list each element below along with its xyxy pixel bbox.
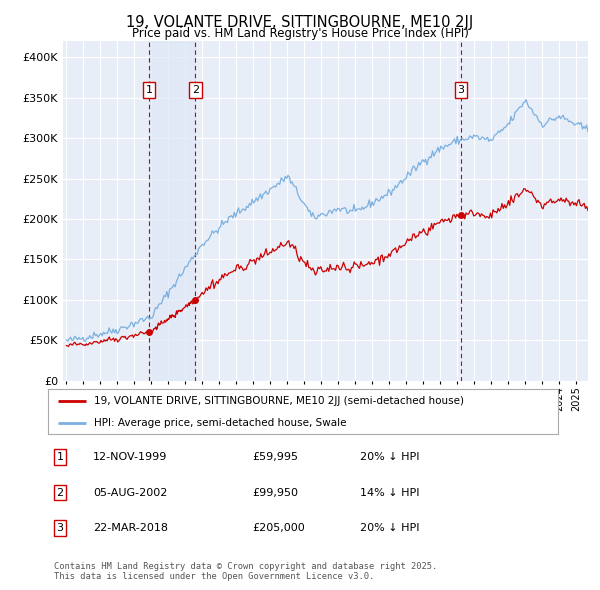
Text: 22-MAR-2018: 22-MAR-2018 bbox=[93, 523, 168, 533]
Text: £205,000: £205,000 bbox=[252, 523, 305, 533]
Text: 19, VOLANTE DRIVE, SITTINGBOURNE, ME10 2JJ: 19, VOLANTE DRIVE, SITTINGBOURNE, ME10 2… bbox=[127, 15, 473, 30]
Text: £59,995: £59,995 bbox=[252, 453, 298, 462]
Text: 14% ↓ HPI: 14% ↓ HPI bbox=[360, 488, 419, 497]
Bar bbox=[149, 41, 196, 381]
Text: 2: 2 bbox=[192, 85, 199, 95]
Text: 05-AUG-2002: 05-AUG-2002 bbox=[93, 488, 167, 497]
Text: Contains HM Land Registry data © Crown copyright and database right 2025.
This d: Contains HM Land Registry data © Crown c… bbox=[54, 562, 437, 581]
Text: 19, VOLANTE DRIVE, SITTINGBOURNE, ME10 2JJ (semi-detached house): 19, VOLANTE DRIVE, SITTINGBOURNE, ME10 2… bbox=[94, 396, 464, 407]
Text: £99,950: £99,950 bbox=[252, 488, 298, 497]
Text: 3: 3 bbox=[56, 523, 64, 533]
Text: 1: 1 bbox=[146, 85, 152, 95]
Text: HPI: Average price, semi-detached house, Swale: HPI: Average price, semi-detached house,… bbox=[94, 418, 346, 428]
Text: 20% ↓ HPI: 20% ↓ HPI bbox=[360, 453, 419, 462]
Text: Price paid vs. HM Land Registry's House Price Index (HPI): Price paid vs. HM Land Registry's House … bbox=[131, 27, 469, 40]
Text: 12-NOV-1999: 12-NOV-1999 bbox=[93, 453, 167, 462]
Text: 2: 2 bbox=[56, 488, 64, 497]
Text: 3: 3 bbox=[457, 85, 464, 95]
Text: 1: 1 bbox=[56, 453, 64, 462]
Text: 20% ↓ HPI: 20% ↓ HPI bbox=[360, 523, 419, 533]
